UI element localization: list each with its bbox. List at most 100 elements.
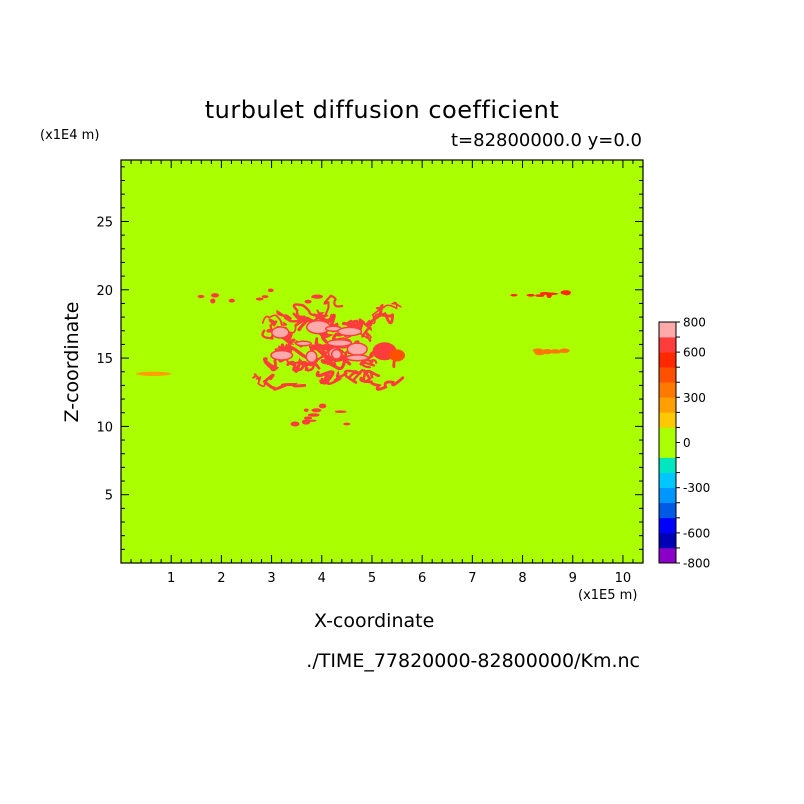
chart-subtitle: t=82800000.0 y=0.0 [450,130,642,151]
contour-fragment [318,403,327,409]
colorbar-swatch [659,322,676,338]
contour-fragment [290,421,300,427]
contour-fragment [261,295,269,299]
x-tick-label: 9 [569,571,577,586]
contour-line [292,303,325,319]
x-axis-label: X-coordinate [314,610,435,632]
colorbar-swatch [659,397,676,413]
contour-fragment [210,298,216,304]
contour-line [320,341,337,368]
contour-fragment-group [532,348,570,356]
contour-line [262,373,307,391]
contour-line [261,314,288,326]
contour-fragment-group [290,403,351,427]
contour-fragment [267,288,274,293]
x-tick-label: 6 [418,571,426,586]
y-tick-label: 10 [96,420,113,435]
contour-fragment [343,422,351,426]
contour-line [310,344,352,371]
contour-line [315,370,335,385]
x-tick-label: 4 [318,571,326,586]
source-file-label: ./TIME_77820000-82800000/Km.nc [306,650,640,672]
colorbar-label: 800 [683,316,706,330]
contour-fragment [535,294,545,297]
contour-fragment [526,293,535,297]
y-tick-label: 20 [96,284,113,299]
contour-core [326,338,353,348]
contour-fragment-group [197,288,324,304]
y-tick-label: 15 [96,352,113,367]
contour-core [330,348,343,360]
colorbar-label: 0 [683,436,691,450]
colorbar-swatch [659,517,676,534]
contour-fragment [301,419,311,425]
contour-core [305,350,318,364]
colorbar-swatch [659,442,676,458]
contour-fragment [228,298,235,303]
colorbar-swatch [659,367,676,383]
colorbar: 800 600 300 0 -300 -600 -800 [658,316,710,571]
contour-line [362,369,381,383]
x-tick-label: 7 [468,571,476,586]
contour-fragment [537,351,547,354]
contour-line [323,294,344,317]
x-tick-label: 8 [518,571,526,586]
contour-line [369,301,402,325]
contour-fragment [304,299,312,304]
contour-line [361,358,378,369]
contour-line [343,368,364,384]
contour-fragment [211,293,219,298]
contour-fragment [308,419,317,422]
contour-fragment [532,348,544,353]
colorbar-label: -600 [683,526,710,540]
colorbar-swatch [659,502,676,519]
x-tick-label: 3 [267,571,275,586]
colorbar-label: 300 [683,391,706,405]
contour-line [286,360,307,373]
contour-fragment [510,293,518,297]
colorbar-swatch [659,427,676,443]
contour-fragment [307,413,320,417]
contour-line [262,357,280,372]
contour-fragment [255,297,264,301]
plot-axes: 1 2 3 4 5 6 7 8 9 10 5 10 15 20 25 [96,159,644,586]
x-axis-unit: (x1E5 m) [578,588,638,603]
colorbar-swatch [659,382,676,398]
contour-fragment [560,290,571,295]
contour-fragment [197,294,205,299]
contour-core [295,340,312,347]
contour-core [337,326,363,337]
plot-field [121,160,643,563]
colorbar-swatch [659,352,676,368]
x-tick-label: 10 [615,571,632,586]
colorbar-swatch [659,337,676,353]
contour-core [271,326,290,339]
contour-fragment [334,410,347,414]
colorbar-swatch [659,532,676,549]
colorbar-label: -800 [683,557,710,571]
y-tick-label: 5 [105,489,113,504]
colorbar-swatch [659,487,676,504]
turbulent-patch [251,294,406,391]
contour-line [366,312,395,327]
contour-fragment [559,348,570,354]
contour-line [251,373,266,388]
colorbar-swatch [659,457,676,473]
x-tick-label: 1 [167,571,175,586]
x-tick-label: 2 [217,571,225,586]
colorbar-swatch [659,472,676,488]
contour-fragment [303,408,309,412]
contour-fragment-group [510,290,571,299]
colorbar-label: 600 [683,346,706,360]
contour-fragment-group [136,371,172,376]
y-axis-unit: (x1E4 m) [40,128,100,143]
contour-line [359,376,405,391]
colorbar-label: -300 [683,481,710,495]
x-tick-label: 5 [368,571,376,586]
contour-fragment [545,292,555,296]
contour-fragment [311,295,323,299]
y-tick-label: 25 [96,215,113,230]
field-background [121,160,643,563]
contour-fragment [304,416,313,420]
